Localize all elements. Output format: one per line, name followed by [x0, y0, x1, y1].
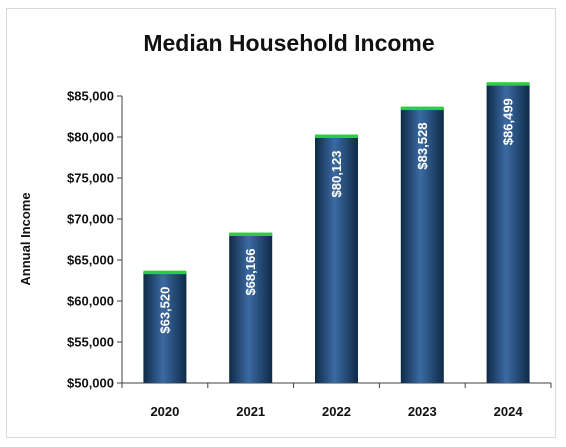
- y-tick-label: $65,000: [67, 253, 114, 268]
- bar-cap: [229, 232, 273, 237]
- x-tick-label: 2021: [236, 404, 265, 419]
- bar: [400, 108, 444, 383]
- bar: [315, 135, 358, 383]
- y-tick-label: $60,000: [67, 294, 114, 309]
- y-tick-label: $85,000: [67, 89, 114, 104]
- data-label: $86,499: [501, 98, 516, 145]
- y-tick-label: $70,000: [67, 212, 114, 227]
- x-tick-label: 2023: [408, 404, 437, 419]
- y-tick-label: $50,000: [67, 376, 114, 391]
- bar: [486, 83, 530, 384]
- bar-chart: Median Household Income Annual Income $5…: [18, 30, 552, 419]
- data-label: $68,166: [243, 249, 258, 296]
- y-tick-label: $55,000: [67, 335, 114, 350]
- bar-cap: [143, 270, 187, 275]
- plot-area: $50,000 $55,000 $60,000 $65,000 $70,000 $75,0…: [67, 82, 552, 419]
- x-tick-label: 2024: [494, 404, 524, 419]
- data-label: $80,123: [329, 150, 344, 197]
- chart-title: Median Household Income: [143, 30, 434, 56]
- data-label: $83,528: [415, 123, 430, 170]
- bar-cap: [486, 82, 530, 86]
- bar-cap: [400, 106, 444, 111]
- y-axis-title: Annual Income: [18, 192, 33, 285]
- x-tick-label: 2020: [150, 404, 179, 419]
- x-tick-label: 2022: [322, 404, 351, 419]
- bar-cap: [315, 134, 358, 138]
- y-tick-label: $75,000: [67, 171, 114, 186]
- y-tick-label: $80,000: [67, 130, 114, 145]
- data-label: $63,520: [157, 287, 172, 334]
- chart-area: Median Household Income Annual Income $5…: [6, 8, 556, 438]
- bar: [143, 272, 187, 383]
- bar: [229, 234, 273, 383]
